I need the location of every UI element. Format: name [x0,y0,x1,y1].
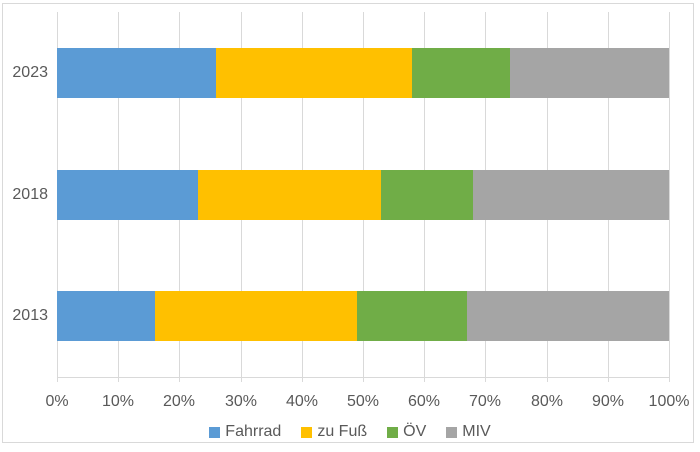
axis-tick-60% [424,377,425,382]
legend-swatch-Fahrrad [209,426,221,438]
axis-tick-80% [547,377,548,382]
bar-segment-2018-MIV[interactable] [473,170,669,220]
bar-segment-2013-Fahrrad[interactable] [57,291,155,341]
axis-tick-20% [179,377,180,382]
x-tick-label-100%: 100% [648,393,690,410]
legend-swatch-MIV [446,426,458,438]
axis-tick-100% [669,377,670,382]
axis-tick-30% [241,377,242,382]
legend-label-ÖV: ÖV [403,423,427,440]
x-tick-label-80%: 80% [530,393,564,410]
axis-tick-10% [118,377,119,382]
x-tick-label-20%: 20% [162,393,196,410]
bar-segment-2023-ÖV[interactable] [411,48,510,98]
gridline-100% [669,12,670,377]
legend-item-Fahrrad[interactable]: Fahrrad [209,423,281,441]
axis-tick-40% [302,377,303,382]
bar-segment-2023-Fahrrad[interactable] [57,48,217,98]
bar-segment-2023-MIV[interactable] [509,48,669,98]
plot-area [57,12,670,382]
x-tick-label-90%: 90% [591,393,625,410]
bar-segment-2013-MIV[interactable] [467,291,669,341]
bar-row-2013 [57,291,669,341]
bar-segment-2023-zu Fuß[interactable] [216,48,412,98]
x-tick-label-10%: 10% [101,393,135,410]
axis-tick-70% [485,377,486,382]
legend-item-MIV[interactable]: MIV [446,423,491,441]
x-tick-label-30%: 30% [224,393,258,410]
legend-label-zu Fuß: zu Fuß [317,423,368,440]
bar-segment-2013-ÖV[interactable] [356,291,468,341]
x-tick-label-0%: 0% [45,393,69,410]
bar-row-2023 [57,48,669,98]
x-tick-label-40%: 40% [285,393,319,410]
y-category-label-2023: 2023 [12,64,48,81]
legend-swatch-ÖV [387,426,399,438]
axis-tick-90% [608,377,609,382]
legend-label-MIV: MIV [462,423,491,440]
y-category-label-2018: 2018 [12,186,48,203]
axis-tick-0% [57,377,58,382]
legend-item-zu Fuß[interactable]: zu Fuß [301,423,367,441]
bar-segment-2013-zu Fuß[interactable] [154,291,357,341]
bar-segment-2018-zu Fuß[interactable] [197,170,382,220]
x-tick-label-70%: 70% [468,393,502,410]
legend-swatch-zu Fuß [301,426,313,438]
y-category-label-2013: 2013 [12,307,48,324]
bar-segment-2018-ÖV[interactable] [381,170,474,220]
legend-label-Fahrrad: Fahrrad [225,423,282,440]
x-tick-label-50%: 50% [346,393,380,410]
x-tick-label-60%: 60% [407,393,441,410]
bar-segment-2018-Fahrrad[interactable] [57,170,198,220]
y-axis-labels: 2023 2018 2013 [0,12,48,377]
axis-tick-50% [363,377,364,382]
x-axis-labels: 0% 10% 20% 30% 40% 50% 60% 70% 80% 90% 100% [45,392,689,412]
legend-item-ÖV[interactable]: ÖV [387,423,426,441]
legend: Fahrrad zu Fuß ÖV MIV [0,422,700,442]
bar-row-2018 [57,170,669,220]
